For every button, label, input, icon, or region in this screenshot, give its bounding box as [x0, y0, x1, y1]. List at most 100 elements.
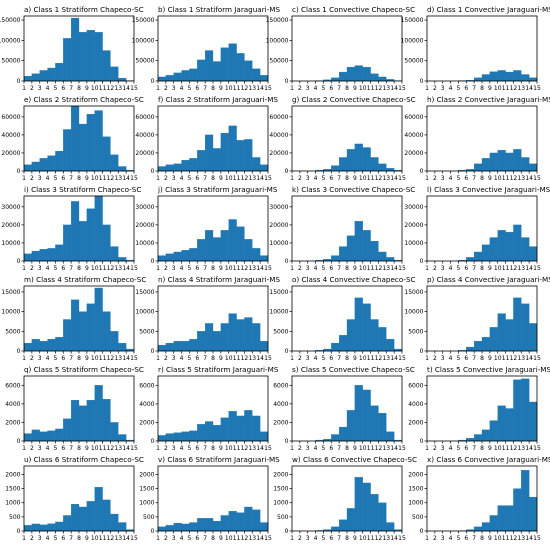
x-tick-label: 2	[433, 85, 437, 92]
x-tick-label: 6	[195, 535, 199, 542]
histogram-bar	[236, 53, 245, 82]
x-tick-label: 14	[525, 265, 533, 272]
histogram-bar	[220, 417, 229, 442]
x-tick-label: 3	[306, 265, 310, 272]
histogram-bar	[481, 74, 491, 82]
histogram-bar	[497, 150, 506, 172]
x-tick-label: 13	[248, 265, 256, 272]
x-tick-label: 15	[130, 85, 138, 92]
x-tick-label: 2	[30, 265, 34, 272]
histogram-bar	[378, 412, 387, 442]
histogram-bar	[212, 425, 222, 442]
subplot-title: o) Class 4 Convective Chapeco-SC	[292, 275, 416, 284]
y-tick-label: 4000	[5, 401, 20, 408]
x-tick-label: 12	[241, 355, 249, 362]
histogram-bar	[244, 239, 253, 262]
x-tick-label: 8	[77, 355, 81, 362]
histogram-bar	[78, 311, 88, 352]
x-tick-label: 7	[472, 265, 476, 272]
histogram-bar	[331, 434, 340, 442]
histogram-bar	[497, 230, 506, 262]
y-tick-label: 20000	[135, 222, 154, 229]
x-tick-label: 1	[156, 265, 160, 272]
histogram-bar	[173, 341, 182, 352]
histogram-bar	[259, 522, 269, 532]
subplot-panel: i) Class 3 Stratiform Chapeco-SC 0 10000 20…	[1, 185, 141, 272]
x-tick-label: 9	[85, 265, 89, 272]
y-tick-label: 0	[420, 438, 424, 445]
histogram-bar	[94, 385, 103, 442]
x-tick-label: 1	[290, 175, 294, 182]
subplot-panel: c) Class 1 Convective Chapeco-SC 0 50000 10…	[266, 5, 416, 92]
x-tick-label: 3	[38, 85, 42, 92]
x-tick-label: 12	[510, 265, 518, 272]
histogram-bar	[481, 158, 491, 172]
histogram-bar	[338, 426, 348, 442]
subplot-panel: l) Class 3 Convective Jaraguari-MS 0 10000…	[404, 185, 550, 272]
y-tick-label: 0	[17, 78, 21, 85]
histogram-bar	[521, 378, 530, 442]
histogram-bar	[47, 430, 56, 442]
histogram-bar	[86, 399, 95, 442]
histogram-bar	[331, 526, 340, 532]
histogram-bar	[86, 303, 95, 352]
x-tick-label: 13	[382, 535, 390, 542]
histogram-bar	[181, 523, 190, 532]
x-tick-label: 1	[156, 535, 160, 542]
y-tick-label: 0	[420, 168, 424, 175]
y-tick-label: 2000	[408, 419, 423, 426]
histogram-bar	[173, 432, 182, 442]
x-tick-label: 10	[225, 265, 233, 272]
x-tick-label: 7	[69, 355, 73, 362]
x-tick-label: 10	[359, 175, 367, 182]
x-tick-label: 12	[241, 175, 249, 182]
x-tick-label: 6	[61, 355, 65, 362]
histogram-bar	[236, 319, 245, 352]
histogram-bar	[354, 221, 363, 262]
histogram-bar	[189, 68, 198, 82]
histogram-bar	[118, 434, 127, 442]
histogram-bar	[481, 337, 491, 352]
x-tick-label: 3	[441, 175, 445, 182]
x-tick-label: 14	[122, 535, 130, 542]
x-tick-label: 4	[449, 175, 453, 182]
histogram-bar	[63, 38, 72, 82]
x-tick-label: 15	[398, 535, 406, 542]
histogram-bar	[55, 521, 64, 532]
x-tick-label: 14	[525, 445, 533, 452]
x-tick-label: 8	[345, 535, 349, 542]
x-tick-label: 10	[494, 355, 502, 362]
histogram-bar	[165, 253, 174, 262]
histogram-bar	[489, 237, 498, 262]
y-tick-label: 50000	[404, 58, 423, 65]
x-tick-label: 14	[122, 85, 130, 92]
x-tick-label: 4	[180, 175, 184, 182]
subplot-panel: m) Class 4 Stratiform Chapeco-SC 0 5000 100…	[1, 275, 146, 362]
x-tick-label: 14	[390, 355, 398, 362]
x-tick-label: 10	[91, 175, 99, 182]
histogram-bar	[354, 477, 363, 532]
x-tick-label: 2	[298, 355, 302, 362]
histogram-bar	[189, 522, 198, 532]
x-tick-label: 13	[382, 85, 390, 92]
x-tick-label: 3	[38, 355, 42, 362]
x-tick-label: 7	[69, 535, 73, 542]
subplot-title: d) Class 1 Convective Jaraguari-MS	[427, 5, 550, 14]
y-tick-label: 100000	[0, 37, 21, 44]
x-tick-label: 4	[449, 355, 453, 362]
histogram-bar	[528, 163, 538, 172]
histogram-bar	[346, 149, 356, 172]
histogram-bar	[102, 311, 111, 352]
x-tick-label: 11	[233, 445, 241, 452]
histogram-bar	[55, 244, 64, 262]
subplot-title: t) Class 5 Convective Jaraguari-MS	[427, 365, 550, 374]
x-tick-label: 13	[248, 535, 256, 542]
x-tick-label: 15	[264, 445, 272, 452]
x-tick-label: 5	[188, 175, 192, 182]
x-tick-label: 14	[256, 265, 264, 272]
histogram-bar	[521, 237, 530, 262]
x-tick-label: 8	[77, 445, 81, 452]
x-tick-label: 14	[525, 175, 533, 182]
histogram-bar	[23, 433, 33, 442]
x-tick-label: 5	[188, 85, 192, 92]
